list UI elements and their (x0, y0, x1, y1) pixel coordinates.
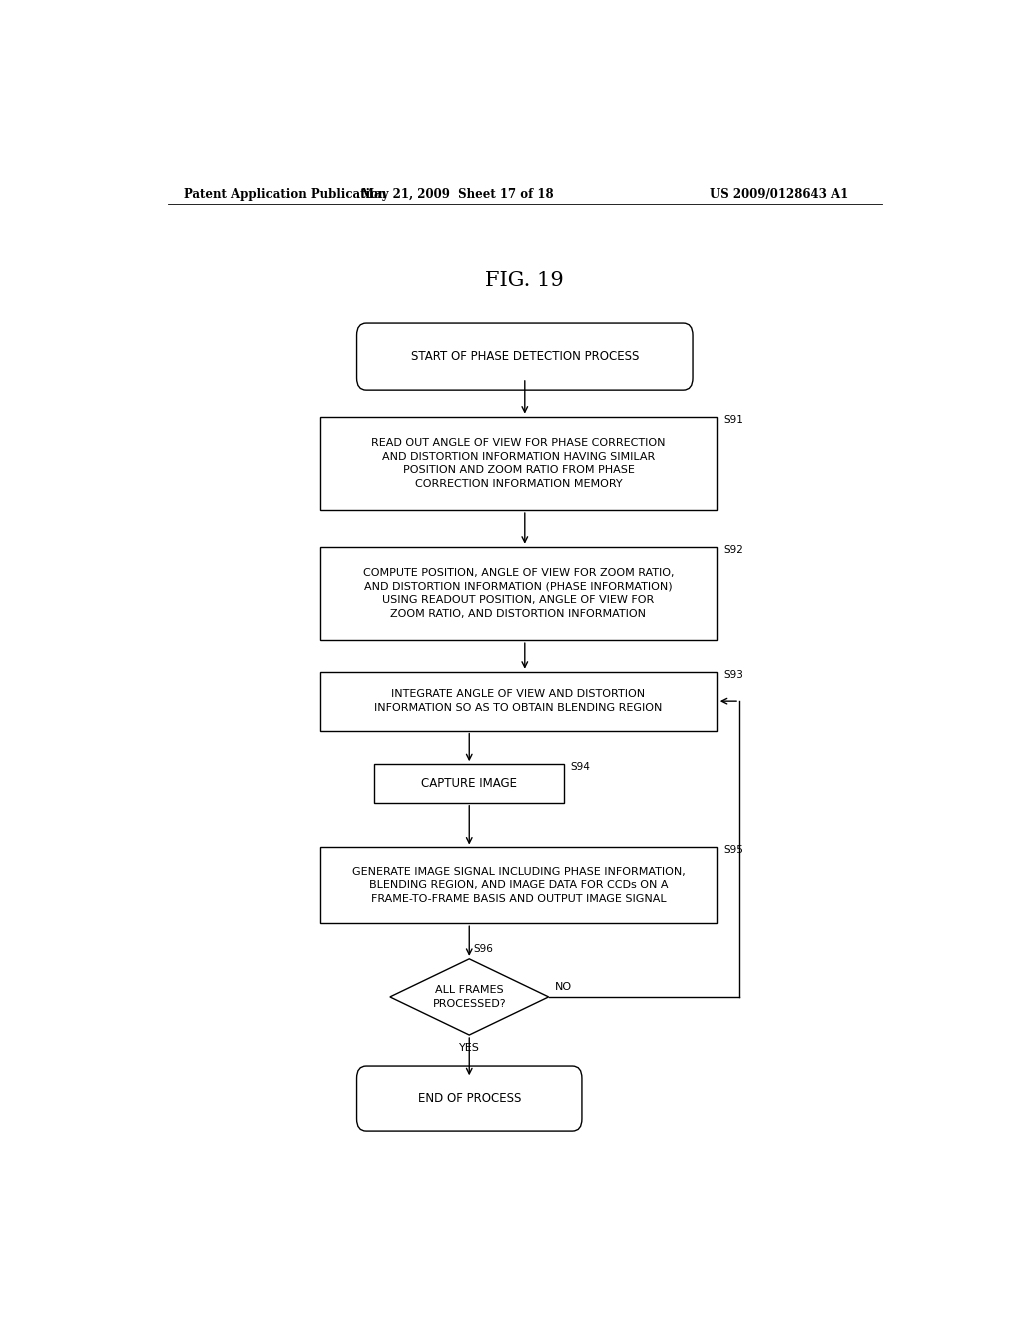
Text: READ OUT ANGLE OF VIEW FOR PHASE CORRECTION
AND DISTORTION INFORMATION HAVING SI: READ OUT ANGLE OF VIEW FOR PHASE CORRECT… (372, 438, 666, 488)
Text: Patent Application Publication: Patent Application Publication (183, 189, 386, 202)
Text: S95: S95 (723, 845, 743, 855)
Text: S91: S91 (723, 414, 743, 425)
Text: CAPTURE IMAGE: CAPTURE IMAGE (421, 777, 517, 789)
Text: END OF PROCESS: END OF PROCESS (418, 1092, 521, 1105)
Bar (321, 847, 717, 923)
Text: S93: S93 (723, 669, 743, 680)
Bar (321, 417, 717, 510)
Bar (321, 546, 717, 640)
Bar (321, 672, 717, 731)
FancyBboxPatch shape (356, 323, 693, 391)
Text: GENERATE IMAGE SIGNAL INCLUDING PHASE INFORMATION,
BLENDING REGION, AND IMAGE DA: GENERATE IMAGE SIGNAL INCLUDING PHASE IN… (351, 866, 685, 904)
Text: YES: YES (459, 1043, 479, 1052)
Polygon shape (390, 958, 549, 1035)
Text: US 2009/0128643 A1: US 2009/0128643 A1 (710, 189, 848, 202)
Text: COMPUTE POSITION, ANGLE OF VIEW FOR ZOOM RATIO,
AND DISTORTION INFORMATION (PHAS: COMPUTE POSITION, ANGLE OF VIEW FOR ZOOM… (362, 568, 674, 619)
Text: FIG. 19: FIG. 19 (485, 271, 564, 290)
Text: S92: S92 (723, 545, 743, 554)
Text: S94: S94 (570, 762, 591, 772)
Bar (374, 764, 564, 803)
Text: ALL FRAMES
PROCESSED?: ALL FRAMES PROCESSED? (432, 985, 506, 1008)
Text: NO: NO (555, 982, 572, 991)
FancyBboxPatch shape (356, 1067, 582, 1131)
Text: START OF PHASE DETECTION PROCESS: START OF PHASE DETECTION PROCESS (411, 350, 639, 363)
Text: INTEGRATE ANGLE OF VIEW AND DISTORTION
INFORMATION SO AS TO OBTAIN BLENDING REGI: INTEGRATE ANGLE OF VIEW AND DISTORTION I… (374, 689, 663, 713)
Text: May 21, 2009  Sheet 17 of 18: May 21, 2009 Sheet 17 of 18 (361, 189, 554, 202)
Text: S96: S96 (473, 944, 494, 954)
